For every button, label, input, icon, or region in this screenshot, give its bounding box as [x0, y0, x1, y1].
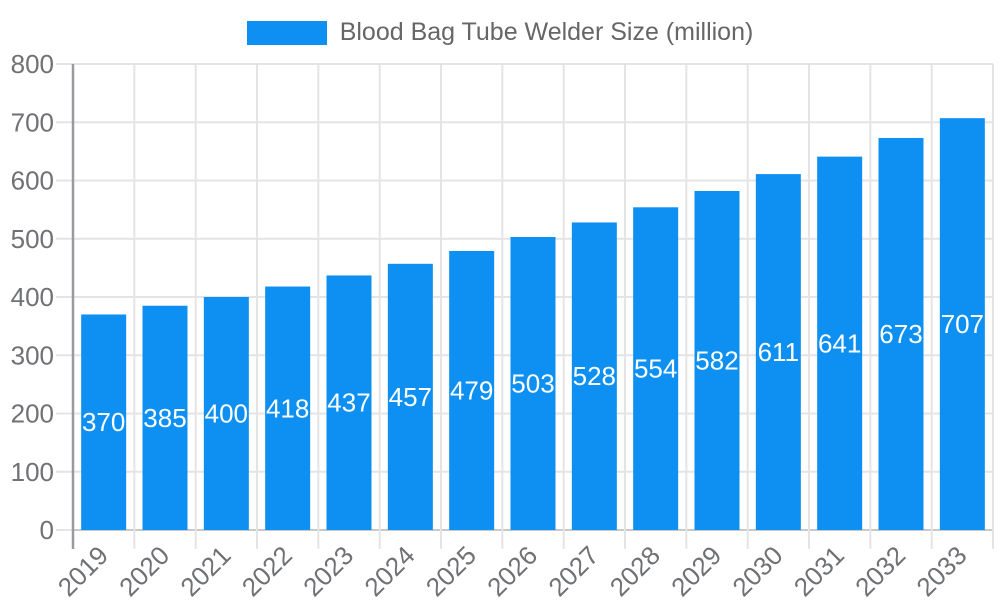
y-tick-label: 500: [11, 224, 54, 254]
x-tick-label: 2023: [297, 540, 359, 600]
bar-2024[interactable]: [387, 263, 433, 530]
bar-value-label: 457: [389, 382, 432, 412]
y-tick-label: 300: [11, 340, 54, 370]
x-tick-label: 2024: [358, 540, 420, 600]
x-tick-label: 2021: [174, 540, 236, 600]
bar-value-label: 385: [143, 403, 186, 433]
bar-value-label: 673: [879, 319, 922, 349]
legend-label: Blood Bag Tube Welder Size (million): [339, 18, 754, 46]
bar-2028[interactable]: [633, 207, 679, 531]
bar-value-label: 400: [205, 399, 248, 429]
x-tick-label: 2033: [910, 540, 972, 600]
y-tick-label: 200: [11, 399, 54, 429]
y-tick-label: 600: [11, 166, 54, 196]
bar-value-label: 641: [818, 328, 861, 358]
x-tick-label: 2025: [420, 540, 482, 600]
x-tick-label: 2029: [665, 540, 727, 600]
bar-value-label: 582: [695, 345, 738, 375]
bar-value-label: 707: [941, 309, 984, 339]
bar-2026[interactable]: [510, 237, 556, 530]
bar-2030[interactable]: [755, 174, 801, 530]
bar-2023[interactable]: [326, 275, 372, 530]
bar-2029[interactable]: [694, 190, 740, 531]
bar-2019[interactable]: [81, 314, 127, 530]
y-tick-label: 800: [11, 49, 54, 79]
bar-2021[interactable]: [203, 297, 249, 530]
x-tick-label: 2027: [542, 540, 604, 600]
bar-2031[interactable]: [817, 156, 863, 530]
bar-2025[interactable]: [449, 250, 495, 531]
bar-value-label: 437: [327, 388, 370, 418]
bar-value-label: 503: [511, 369, 554, 399]
bar-value-label: 554: [634, 354, 677, 384]
bar-2022[interactable]: [265, 286, 311, 530]
bar-2032[interactable]: [878, 137, 924, 531]
x-tick-label: 2020: [113, 540, 175, 600]
x-tick-label: 2031: [788, 540, 850, 600]
legend-swatch: [246, 20, 327, 45]
x-tick-label: 2026: [481, 540, 543, 600]
bar-value-label: 611: [758, 337, 799, 367]
bar-value-label: 528: [573, 361, 616, 391]
bar-2033[interactable]: [939, 118, 985, 531]
bar-value-label: 418: [266, 393, 309, 423]
legend-item[interactable]: Blood Bag Tube Welder Size (million): [0, 18, 1000, 47]
x-tick-label: 2022: [236, 540, 298, 600]
bar-2027[interactable]: [571, 222, 617, 530]
y-tick-label: 100: [11, 457, 54, 487]
x-tick-label: 2028: [604, 540, 666, 600]
y-tick-label: 400: [11, 282, 54, 312]
x-tick-label: 2032: [849, 540, 911, 600]
bar-value-label: 479: [450, 375, 493, 405]
x-tick-label: 2030: [726, 540, 788, 600]
y-tick-label: 0: [40, 515, 54, 545]
y-tick-label: 700: [11, 107, 54, 137]
x-tick-label: 2019: [52, 540, 114, 600]
bar-2020[interactable]: [142, 305, 188, 530]
bar-value-label: 370: [82, 407, 125, 437]
